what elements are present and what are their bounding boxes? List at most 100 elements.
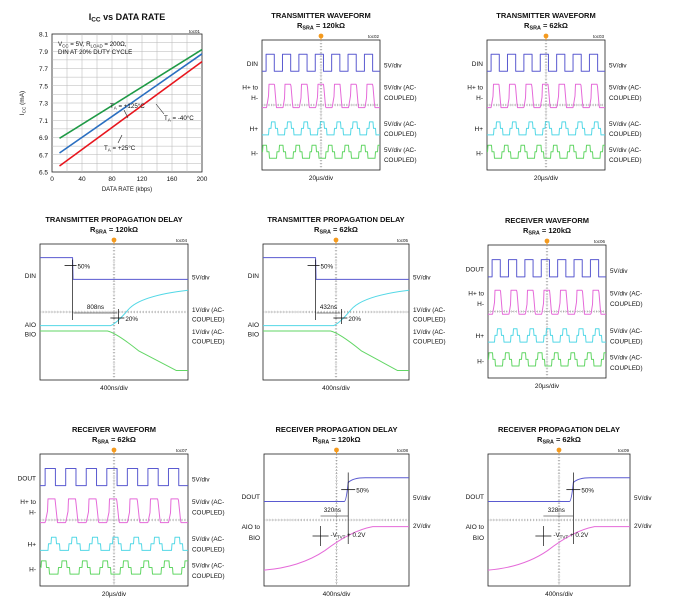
series-line-green: [59, 48, 203, 140]
y-tick-label-part: 7.7: [39, 66, 48, 73]
trace-scale-right: 2V/div: [413, 523, 431, 530]
chart-title: ICC vs DATA RATE: [89, 12, 166, 24]
trace-scale-right: 5V/div (AC-: [192, 563, 224, 570]
chart-subtitle-part: = 120kΩ: [329, 435, 360, 444]
trace-scale-right-part: 5V/div (AC-: [384, 84, 416, 91]
delay-label-part: 320ns: [324, 507, 341, 514]
toc-label: toc03: [593, 34, 605, 39]
trace-scale-right-part: 5V/div: [192, 274, 210, 281]
chart-subtitle-part: R: [537, 435, 543, 444]
trace-label-left: H-: [29, 566, 36, 573]
threshold-label-part: 50%: [356, 487, 369, 494]
x-tick-label: 200: [197, 176, 208, 183]
trace-scale-right-part: 5V/div: [634, 495, 652, 502]
trace-aio-bio: [263, 526, 409, 571]
series-label-cold-part: = -40°C: [171, 115, 194, 122]
y-tick-label: 6.9: [39, 135, 48, 142]
series-label-hot-part: T: [110, 103, 114, 110]
time-scale-label: 20µs/div: [309, 175, 334, 182]
trace-aio: [263, 289, 410, 327]
delay-label: 328ns: [548, 507, 565, 514]
trigger-marker-icon: [318, 33, 324, 39]
trace-label-left: DIN: [248, 273, 260, 280]
chart-subtitle-part: R: [312, 435, 318, 444]
condition-line-2-part: DIN AT 20% DUTY CYCLE: [58, 49, 132, 56]
trace-label-left: H-: [251, 95, 258, 102]
threshold-label: -VTVT + 0.2V: [553, 532, 589, 540]
trigger-marker-icon: [556, 447, 562, 453]
trace-scale-right: COUPLED): [384, 95, 417, 102]
condition-line-1-part: = 200Ω,: [103, 41, 127, 48]
trace-scale-right: COUPLED): [413, 317, 446, 324]
trace-h-minus: [488, 352, 606, 367]
tw120-chart: [261, 33, 381, 171]
condition-line-2: DIN AT 20% DUTY CYCLE: [58, 49, 132, 56]
threshold-label: 50%: [321, 264, 334, 271]
chart-title: TRANSMITTER PROPAGATION DELAY: [267, 215, 404, 224]
trace-differential: [40, 498, 188, 524]
trace-label-left: DOUT: [242, 494, 260, 501]
time-scale-label: 400ns/div: [100, 385, 129, 392]
chart-title-part: vs DATA RATE: [101, 12, 166, 22]
trace-scale-right: 5V/div (AC-: [610, 354, 642, 361]
threshold-label-part: + 0.2V: [568, 532, 589, 539]
chart-title: TRANSMITTER WAVEFORM: [496, 11, 595, 20]
chart-subtitle: RSRA = 120kΩ: [297, 21, 345, 32]
trace-label-left-part: H+ to: [20, 499, 36, 506]
toc-label-part: toc02: [368, 34, 380, 39]
trace-scale-right-part: 5V/div (AC-: [192, 499, 224, 506]
chart-subtitle-part: R: [314, 225, 320, 234]
toc-label-part: toc07: [176, 448, 188, 453]
chart-title-part: I: [89, 12, 92, 22]
leader: [117, 134, 123, 144]
trace-label-left: DOUT: [18, 475, 36, 482]
rw120-chart: [487, 238, 607, 379]
trigger-marker-icon: [333, 237, 339, 243]
trace-scale-right-part: COUPLED): [609, 131, 642, 138]
tp62-chart: [262, 237, 410, 381]
trace-label-left-part: H+ to: [242, 84, 258, 91]
trace-label-left: BIO: [473, 535, 484, 542]
trace-label-left-part: H-: [29, 566, 36, 573]
chart-title-part: TRANSMITTER PROPAGATION DELAY: [267, 215, 404, 224]
trigger-marker-icon: [543, 33, 549, 39]
trace-scale-right-part: 5V/div: [384, 62, 402, 69]
chart-subtitle-part: = 120kΩ: [314, 21, 345, 30]
trace-scale-right-part: 2V/div: [413, 523, 431, 530]
time-scale-label: 20µs/div: [102, 591, 127, 598]
trace-scale-right: 5V/div: [192, 274, 210, 281]
trace-scale-right: 5V/div (AC-: [384, 121, 416, 128]
trace-label-left: AIO to: [242, 524, 261, 531]
trace-scale-right-part: 5V/div (AC-: [610, 328, 642, 335]
trace-label-left: H+ to: [242, 84, 258, 91]
x-tick-label: 160: [167, 176, 178, 183]
trace-scale-right: 5V/div: [413, 495, 431, 502]
y-axis-label-part: I: [19, 113, 26, 115]
threshold-label-part: 20%: [125, 316, 138, 323]
threshold-label-part: + 0.2V: [345, 532, 366, 539]
toc-label: toc07: [176, 448, 188, 453]
threshold-label-sub: TVT: [560, 535, 569, 540]
trace-scale-right: 5V/div (AC-: [609, 121, 641, 128]
x-tick-label-part: 0: [50, 176, 54, 183]
trace-scale-right-part: COUPLED): [384, 95, 417, 102]
trace-label-left-part: H+: [475, 126, 484, 133]
chart-subtitle: RSRA = 62kΩ: [314, 225, 358, 236]
trace-label-left: H-: [29, 510, 36, 517]
chart-subtitle-part: = 62kΩ: [554, 435, 581, 444]
tp120-chart: [39, 237, 189, 381]
toc-label-part: toc06: [594, 239, 606, 244]
condition-line-1-part: V: [58, 41, 63, 48]
trace-scale-right-part: 1V/div (AC-: [192, 307, 224, 314]
trace-label-left: H+ to: [468, 291, 484, 298]
trace-scale-right: 5V/div (AC-: [192, 536, 224, 543]
threshold-label: 50%: [581, 487, 594, 494]
trace-scale-right: 1V/div (AC-: [413, 329, 445, 336]
trace-label-left: H+: [28, 541, 37, 548]
chart-subtitle-part: = 62kΩ: [541, 21, 568, 30]
trace-scale-right-part: 5V/div (AC-: [384, 121, 416, 128]
threshold-label-sub: TVT: [337, 535, 346, 540]
leader: [155, 103, 165, 115]
trace-h-plus: [488, 328, 606, 343]
trace-label-left-part: DOUT: [466, 267, 484, 274]
